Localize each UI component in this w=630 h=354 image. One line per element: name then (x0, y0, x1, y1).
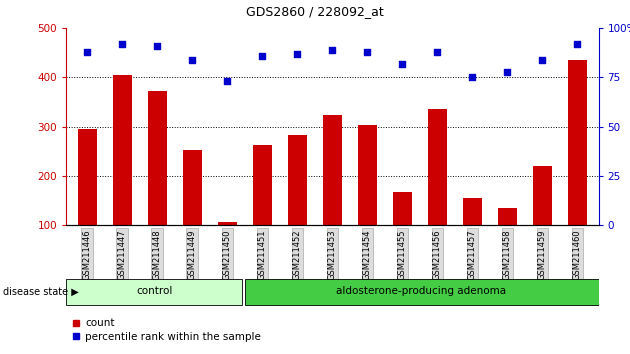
Text: GDS2860 / 228092_at: GDS2860 / 228092_at (246, 5, 384, 18)
Bar (392, 192, 412, 274)
Text: GSM211457: GSM211457 (468, 229, 477, 280)
Bar (323, 115, 342, 274)
Bar (66, 279, 242, 305)
Text: GSM211455: GSM211455 (398, 229, 407, 280)
Text: GSM211452: GSM211452 (293, 229, 302, 280)
Text: GSM211446: GSM211446 (83, 229, 91, 280)
Legend: count, percentile rank within the sample: count, percentile rank within the sample (71, 319, 261, 342)
Text: control: control (137, 286, 173, 297)
Bar (253, 145, 272, 274)
Text: aldosterone-producing adenoma: aldosterone-producing adenoma (336, 286, 506, 297)
Point (187, 57, 197, 63)
Bar (358, 125, 377, 274)
Bar (113, 75, 132, 274)
Bar (245, 279, 598, 305)
Text: disease state ▶: disease state ▶ (3, 287, 79, 297)
Point (502, 69, 512, 74)
Point (467, 75, 478, 80)
Text: GSM211456: GSM211456 (433, 229, 442, 280)
Point (222, 79, 232, 84)
Text: GSM211453: GSM211453 (328, 229, 337, 280)
Point (432, 49, 442, 55)
Bar (533, 166, 552, 274)
Bar (77, 129, 97, 274)
Text: GSM211451: GSM211451 (258, 229, 266, 280)
Text: GSM211458: GSM211458 (503, 229, 512, 280)
Bar (463, 198, 482, 274)
Point (328, 47, 338, 53)
Bar (498, 207, 517, 274)
Text: GSM211447: GSM211447 (118, 229, 127, 280)
Bar (217, 222, 237, 274)
Point (152, 43, 163, 49)
Text: GSM211454: GSM211454 (363, 229, 372, 280)
Text: GSM211460: GSM211460 (573, 229, 582, 280)
Text: GSM211450: GSM211450 (223, 229, 232, 280)
Bar (568, 60, 587, 274)
Point (398, 61, 408, 67)
Point (257, 53, 267, 59)
Bar (428, 109, 447, 274)
Bar (288, 135, 307, 274)
Point (537, 57, 547, 63)
Text: GSM211448: GSM211448 (152, 229, 162, 280)
Point (362, 49, 372, 55)
Text: GSM211459: GSM211459 (538, 229, 547, 280)
Point (573, 41, 583, 47)
Bar (147, 91, 167, 274)
Point (292, 51, 302, 57)
Point (82, 49, 92, 55)
Text: GSM211449: GSM211449 (188, 229, 197, 280)
Point (117, 41, 127, 47)
Bar (183, 150, 202, 274)
